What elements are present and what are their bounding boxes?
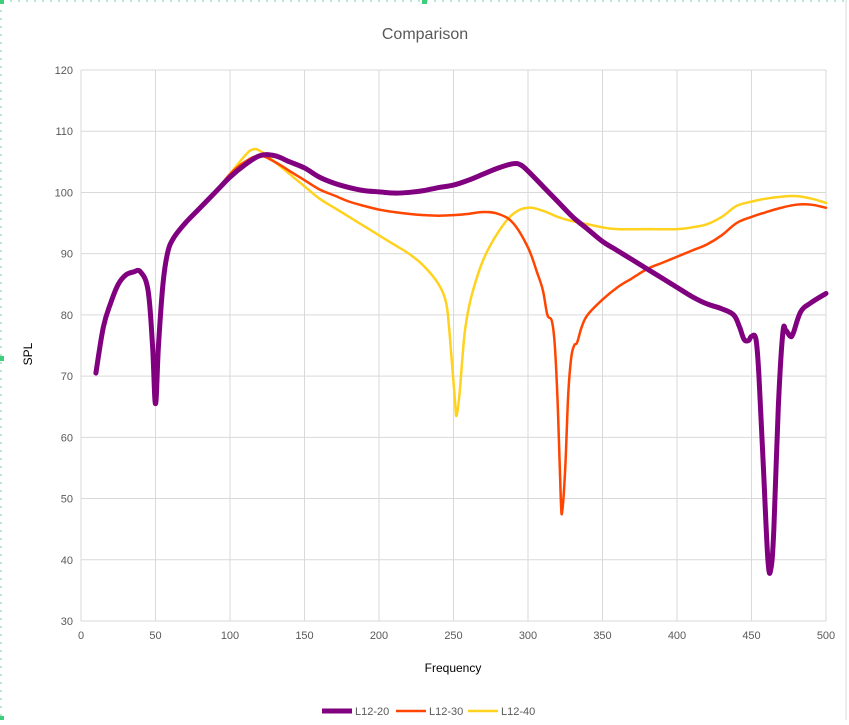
y-tick-label: 30 [61, 616, 73, 628]
y-tick-label: 120 [55, 65, 73, 77]
x-tick-label: 100 [221, 630, 239, 642]
y-tick-label: 100 [55, 187, 73, 199]
series-line-l12-20 [93, 152, 829, 576]
x-tick-label: 200 [370, 630, 388, 642]
y-tick-label: 90 [61, 249, 73, 261]
x-axis-title: Frequency [425, 661, 482, 675]
legend-label-l12-40: L12-40 [501, 706, 535, 718]
frame-handle-left-center [0, 356, 4, 361]
x-tick-label: 50 [149, 630, 161, 642]
x-tick-label: 250 [444, 630, 462, 642]
chart-title: Comparison [382, 26, 468, 43]
tick-labels: 30 40 50 60 70 80 90 100 110 120 0 50 100 150 200 250 30… [55, 65, 836, 642]
x-tick-label: 450 [742, 630, 760, 642]
x-tick-label: 500 [817, 630, 835, 642]
x-tick-label: 350 [593, 630, 611, 642]
series-lines [93, 147, 829, 576]
frame-handle-top-center [422, 0, 427, 4]
legend-label-l12-30: L12-30 [429, 706, 463, 718]
y-tick-label: 40 [61, 555, 73, 567]
series-line-l12-30 [169, 154, 828, 516]
frame-handle-top-left [0, 0, 4, 4]
x-tick-label: 400 [668, 630, 686, 642]
legend: L12-20 L12-30 L12-40 [322, 706, 535, 718]
grid [80, 69, 827, 622]
y-tick-label: 80 [61, 310, 73, 322]
y-tick-label: 50 [61, 494, 73, 506]
frame-handle-bottom-left [0, 716, 4, 720]
x-tick-label: 0 [78, 630, 84, 642]
y-tick-label: 60 [61, 432, 73, 444]
x-tick-label: 300 [519, 630, 537, 642]
y-axis-title: SPL [21, 342, 35, 365]
legend-label-l12-20: L12-20 [355, 706, 389, 718]
y-tick-label: 110 [55, 126, 73, 138]
x-tick-label: 150 [295, 630, 313, 642]
y-tick-label: 70 [61, 371, 73, 383]
